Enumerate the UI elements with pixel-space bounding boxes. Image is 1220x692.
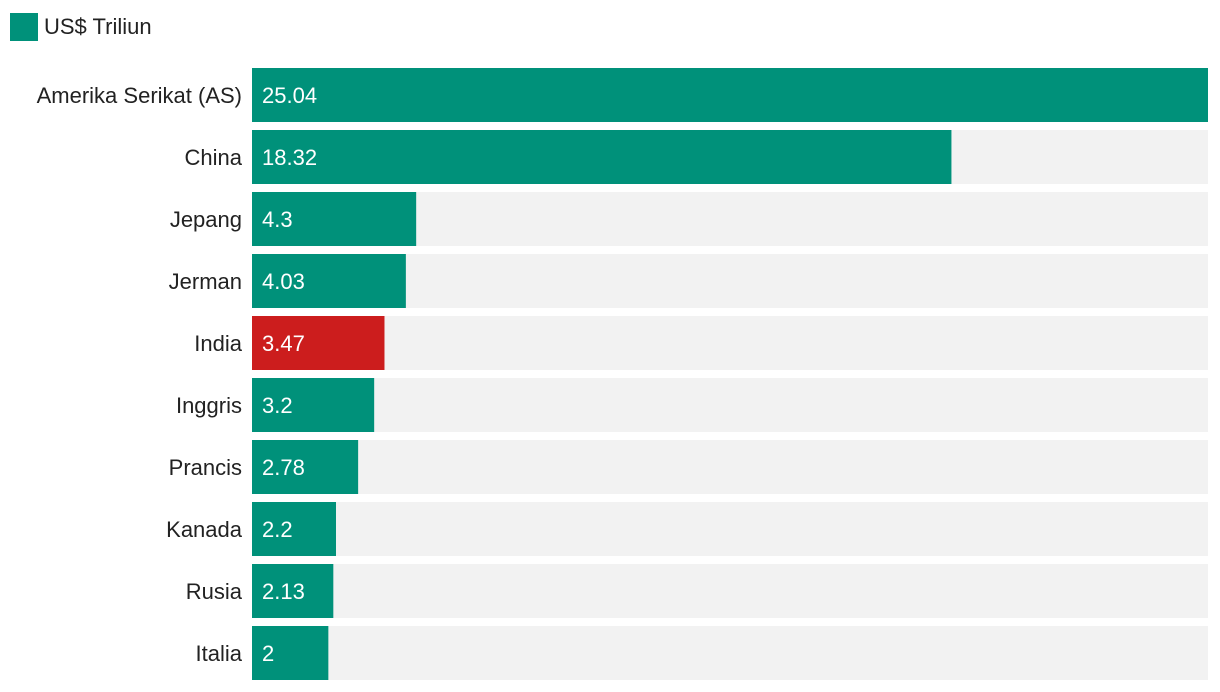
bar-track-prancis (252, 440, 1208, 494)
bar-track-italia (252, 626, 1208, 680)
bar-kanada (252, 502, 336, 556)
category-label-amerika-serikat-as: Amerika Serikat (AS) (37, 83, 242, 108)
bar-rusia (252, 564, 334, 618)
bar-track-jerman (252, 254, 1208, 308)
value-label-jepang: 4.3 (262, 207, 293, 232)
value-label-amerika-serikat-as: 25.04 (262, 83, 317, 108)
value-label-italia: 2 (262, 641, 274, 666)
value-label-jerman: 4.03 (262, 269, 305, 294)
bar-inggris (252, 378, 375, 432)
category-label-china: China (185, 145, 243, 170)
bar-jerman (252, 254, 406, 308)
category-label-prancis: Prancis (169, 455, 242, 480)
value-label-kanada: 2.2 (262, 517, 293, 542)
category-label-italia: Italia (196, 641, 243, 666)
bar-italia (252, 626, 329, 680)
category-label-kanada: Kanada (166, 517, 243, 542)
category-label-rusia: Rusia (186, 579, 243, 604)
bar-china (252, 130, 952, 184)
value-label-rusia: 2.13 (262, 579, 305, 604)
category-label-inggris: Inggris (176, 393, 242, 418)
category-label-india: India (194, 331, 242, 356)
bar-prancis (252, 440, 359, 494)
value-label-india: 3.47 (262, 331, 305, 356)
bar-track-rusia (252, 564, 1208, 618)
value-label-prancis: 2.78 (262, 455, 305, 480)
legend: US$ Triliun (10, 12, 152, 42)
value-label-china: 18.32 (262, 145, 317, 170)
bar-amerika-serikat-as (252, 68, 1208, 122)
bar-track-inggris (252, 378, 1208, 432)
bar-jepang (252, 192, 417, 246)
category-label-jepang: Jepang (170, 207, 242, 232)
value-label-inggris: 3.2 (262, 393, 293, 418)
bar-track-kanada (252, 502, 1208, 556)
bar-track-india (252, 316, 1208, 370)
legend-swatch (10, 13, 38, 41)
bar-india (252, 316, 385, 370)
legend-label: US$ Triliun (44, 14, 152, 39)
category-label-jerman: Jerman (169, 269, 242, 294)
